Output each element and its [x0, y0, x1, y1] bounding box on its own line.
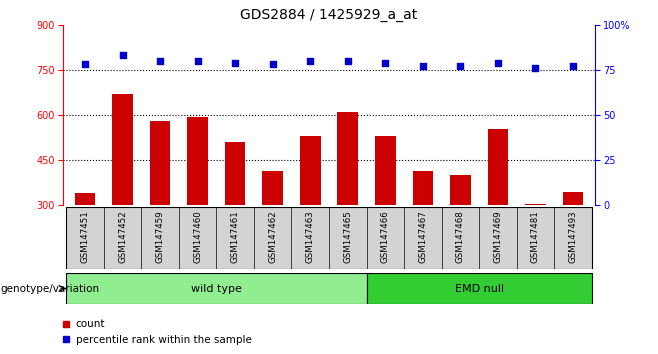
Text: genotype/variation: genotype/variation — [1, 284, 100, 293]
Text: GSM147460: GSM147460 — [193, 210, 202, 263]
Bar — [367, 273, 592, 304]
Bar — [188, 116, 208, 205]
Text: GSM147463: GSM147463 — [306, 210, 315, 263]
Text: GSM147451: GSM147451 — [80, 210, 89, 263]
Bar — [150, 121, 170, 205]
Bar — [488, 129, 508, 205]
Point — [230, 60, 240, 65]
Bar — [225, 142, 245, 205]
Point — [455, 63, 466, 69]
Text: GSM147465: GSM147465 — [343, 210, 352, 263]
Point — [530, 65, 541, 71]
Text: EMD null: EMD null — [455, 284, 503, 293]
Point — [305, 58, 315, 64]
Text: wild type: wild type — [191, 284, 242, 293]
Bar — [66, 273, 367, 304]
Point — [80, 62, 90, 67]
Bar — [300, 136, 320, 205]
Legend: count, percentile rank within the sample: count, percentile rank within the sample — [58, 315, 255, 349]
Point — [117, 53, 128, 58]
Text: GSM147468: GSM147468 — [456, 210, 465, 263]
Text: GSM147467: GSM147467 — [418, 210, 427, 263]
Text: GSM147461: GSM147461 — [231, 210, 240, 263]
Point — [155, 58, 165, 64]
Bar — [413, 171, 433, 205]
Text: GSM147469: GSM147469 — [494, 211, 503, 263]
Point — [343, 58, 353, 64]
Text: GSM147459: GSM147459 — [155, 211, 164, 263]
Bar — [450, 175, 470, 205]
Title: GDS2884 / 1425929_a_at: GDS2884 / 1425929_a_at — [240, 8, 418, 22]
Point — [493, 60, 503, 65]
Bar — [375, 136, 395, 205]
Point — [418, 63, 428, 69]
Text: GSM147462: GSM147462 — [268, 210, 277, 263]
Bar — [525, 204, 545, 205]
Text: GSM147493: GSM147493 — [569, 211, 578, 263]
Text: GSM147452: GSM147452 — [118, 210, 127, 263]
Bar — [113, 94, 133, 205]
Text: GSM147466: GSM147466 — [381, 210, 390, 263]
Bar — [563, 192, 583, 205]
Point — [192, 58, 203, 64]
Point — [568, 63, 578, 69]
Bar — [75, 193, 95, 205]
Text: GSM147481: GSM147481 — [531, 210, 540, 263]
Point — [380, 60, 391, 65]
Bar — [263, 171, 283, 205]
Point — [267, 62, 278, 67]
Bar — [338, 112, 358, 205]
